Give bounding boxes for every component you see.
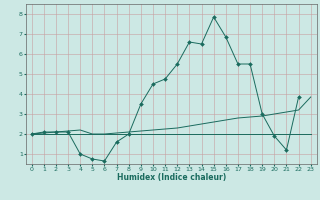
X-axis label: Humidex (Indice chaleur): Humidex (Indice chaleur)	[116, 173, 226, 182]
